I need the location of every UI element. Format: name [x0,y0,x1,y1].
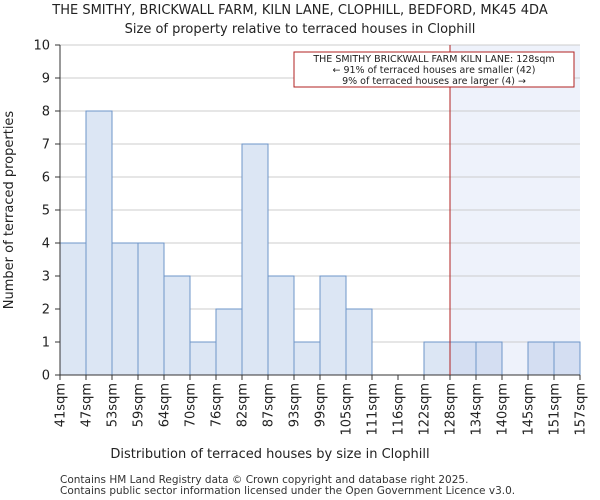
x-tick-label: 140sqm [496,383,511,436]
bar-53sqm [111,242,139,376]
y-tick-label: 9 [42,72,50,87]
x-tick-label: 116sqm [392,383,407,436]
y-tick-label: 5 [42,204,50,219]
y-tick-label: 7 [42,138,50,153]
bar-87sqm [267,275,295,376]
y-tick-label: 3 [42,270,50,285]
bar-41sqm [59,242,87,376]
annotation-box-border [293,51,575,88]
x-tick-label: 128sqm [444,383,459,436]
footer-line1: Contains HM Land Registry data © Crown c… [60,474,468,486]
bar-59sqm [137,242,165,376]
y-tick-label: 1 [42,336,50,351]
y-tick-label: 0 [42,369,50,384]
bar-134sqm [475,341,503,376]
bar-128sqm [449,341,477,376]
x-axis-title: Distribution of terraced houses by size … [110,447,429,462]
footer-line2: Contains public sector information licen… [60,485,515,497]
bar-105sqm [345,308,373,376]
x-tick-label: 93sqm [288,383,303,427]
x-tick-label: 70sqm [184,383,199,427]
bar-47sqm [85,110,113,376]
x-tick-label: 41sqm [54,383,69,427]
x-tick-label: 157sqm [574,383,589,436]
x-tick-label: 47sqm [80,383,95,427]
bar-145sqm [527,341,555,376]
bar-70sqm [189,341,217,376]
annotation-box: THE SMITHY BRICKWALL FARM KILN LANE: 128… [293,51,575,88]
x-tick-label: 82sqm [236,383,251,427]
chart-title-line2: Size of property relative to terraced ho… [125,22,476,37]
x-tick-label: 122sqm [418,383,433,436]
x-tick-label: 151sqm [548,383,563,436]
bar-64sqm [163,275,191,376]
x-tick-label: 111sqm [366,383,381,436]
annotation-line3: 9% of terraced houses are larger (4) → [342,76,526,87]
bar-82sqm [241,143,269,376]
x-tick-label: 145sqm [522,383,537,436]
x-tick-label: 76sqm [210,383,225,427]
bar-151sqm [553,341,581,376]
annotation-line1: THE SMITHY BRICKWALL FARM KILN LANE: 128… [312,54,554,65]
x-tick-label: 99sqm [314,383,329,427]
x-tick-label: 59sqm [132,383,147,427]
x-tick-label: 53sqm [106,383,121,427]
y-tick-label: 8 [42,105,50,120]
bar-76sqm [215,308,243,376]
y-axis-title: Number of terraced properties [2,111,17,310]
x-tick-label: 64sqm [158,383,173,427]
y-tick-label: 4 [42,237,50,252]
y-tick-label: 10 [33,39,50,54]
x-tick-label: 105sqm [340,383,355,436]
bar-122sqm [423,341,451,376]
x-tick-label: 87sqm [262,383,277,427]
y-tick-label: 6 [42,171,50,186]
bar-99sqm [319,275,347,376]
bar-93sqm [293,341,321,376]
annotation-line2: ← 91% of terraced houses are smaller (42… [332,65,535,76]
x-tick-label: 134sqm [470,383,485,436]
y-tick-label: 2 [42,303,50,318]
chart-title-line1: THE SMITHY, BRICKWALL FARM, KILN LANE, C… [51,3,548,18]
